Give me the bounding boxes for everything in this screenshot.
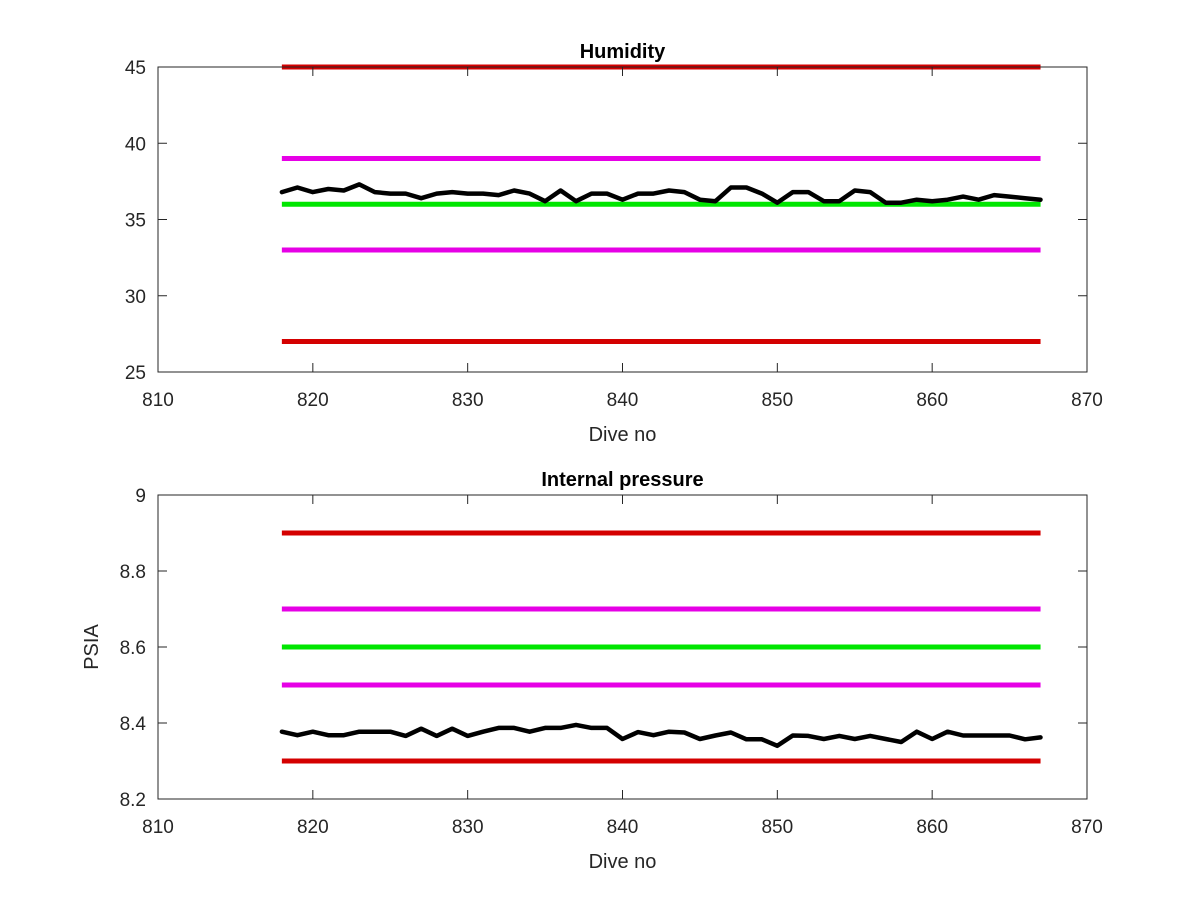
- y-tick-label: 40: [125, 134, 146, 155]
- x-tick-label: 860: [916, 390, 948, 411]
- x-tick-label: 810: [142, 390, 174, 411]
- plot-panel-2: 810 820 830 840 850 860 870 8.2 8.4 8.6 8.8 9 Intern…: [81, 469, 1103, 873]
- y-tick-label: 8.4: [120, 714, 147, 735]
- x-tick-label: 820: [297, 390, 329, 411]
- series-line: [279, 722, 1043, 749]
- chart-title: Humidity: [580, 41, 666, 63]
- y-tick-label: 45: [125, 58, 146, 79]
- x-axis-label: Dive no: [589, 424, 657, 446]
- y-tick-label: 9: [135, 486, 146, 507]
- x-tick-label: 870: [1071, 390, 1103, 411]
- x-tick-label: 820: [297, 817, 329, 838]
- y-tick-label: 25: [125, 363, 146, 384]
- x-tick-label: 810: [142, 817, 174, 838]
- y-tick-label: 8.8: [120, 562, 146, 583]
- x-tick-label: 860: [916, 817, 948, 838]
- x-tick-label: 830: [452, 390, 484, 411]
- series-line: [279, 182, 1043, 205]
- axes-box: [157, 66, 1088, 373]
- x-tick-label: 830: [452, 817, 484, 838]
- y-axis-label: PSIA: [81, 624, 103, 670]
- x-tick-label: 850: [761, 817, 793, 838]
- x-tick-label: 850: [761, 390, 793, 411]
- x-axis-label: Dive no: [589, 851, 657, 873]
- x-tick-label: 870: [1071, 817, 1103, 838]
- chart-title: Internal pressure: [541, 469, 703, 491]
- y-tick-label: 8.6: [120, 638, 146, 659]
- y-tick-label: 35: [125, 211, 146, 232]
- x-tick-label: 840: [607, 817, 639, 838]
- y-tick-label: 8.2: [120, 790, 146, 811]
- x-tick-label: 840: [607, 390, 639, 411]
- y-tick-label: 30: [125, 287, 146, 308]
- plot-panel-1: 810 820 830 840 850 860 870 25 30 35 40 45 Humidity D…: [125, 41, 1103, 446]
